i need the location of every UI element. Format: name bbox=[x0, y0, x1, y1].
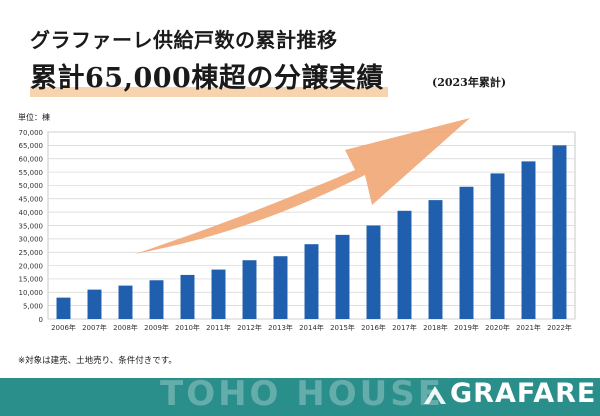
x-tick-label: 2008年 bbox=[113, 323, 138, 332]
y-tick-label: 10,000 bbox=[19, 289, 44, 297]
x-tick-label: 2012年 bbox=[237, 323, 262, 332]
x-tick-label: 2006年 bbox=[51, 323, 76, 332]
bar bbox=[273, 256, 288, 319]
bar bbox=[242, 260, 257, 319]
x-tick-label: 2022年 bbox=[547, 323, 572, 332]
bar bbox=[56, 297, 71, 319]
x-tick-label: 2020年 bbox=[485, 323, 510, 332]
brand-name: GRAFARE bbox=[450, 378, 597, 409]
chart-subtitle: グラファーレ供給戸数の累計推移 bbox=[30, 28, 338, 52]
y-tick-label: 35,000 bbox=[19, 222, 44, 230]
y-tick-label: 70,000 bbox=[19, 129, 44, 137]
bar bbox=[304, 244, 319, 319]
period-note: (2023年累計) bbox=[432, 76, 507, 89]
y-tick-label: 0 bbox=[39, 316, 43, 324]
x-tick-label: 2019年 bbox=[454, 323, 479, 332]
y-tick-label: 50,000 bbox=[19, 182, 44, 190]
x-tick-label: 2013年 bbox=[268, 323, 293, 332]
brand-mark-icon bbox=[424, 386, 446, 404]
y-tick-label: 65,000 bbox=[19, 142, 44, 150]
x-tick-label: 2018年 bbox=[423, 323, 448, 332]
y-tick-label: 45,000 bbox=[19, 196, 44, 204]
y-tick-label: 40,000 bbox=[19, 209, 44, 217]
brand-logo: GRAFARE bbox=[420, 374, 600, 416]
y-tick-label: 15,000 bbox=[19, 276, 44, 284]
footer-band bbox=[0, 378, 600, 416]
x-tick-label: 2014年 bbox=[299, 323, 324, 332]
x-tick-label: 2015年 bbox=[330, 323, 355, 332]
bar bbox=[87, 289, 102, 319]
footnote: ※対象は建売、土地売り、条件付きです。 bbox=[18, 356, 177, 366]
x-tick-label: 2017年 bbox=[392, 323, 417, 332]
bar bbox=[459, 186, 474, 319]
bar bbox=[490, 173, 505, 319]
company-watermark: TOHO HOUSE bbox=[160, 374, 444, 414]
bar bbox=[397, 210, 412, 319]
y-tick-label: 5,000 bbox=[23, 302, 43, 310]
unit-label: 単位：棟 bbox=[18, 113, 50, 122]
bar bbox=[118, 285, 133, 319]
bar-chart: 0 5,000 10,000 15,000 20,000 25,000 30,000 35,0… bbox=[19, 118, 576, 332]
bar bbox=[366, 225, 381, 319]
y-tick-label: 55,000 bbox=[19, 169, 44, 177]
y-tick-label: 30,000 bbox=[19, 236, 44, 244]
growth-arrow bbox=[135, 118, 470, 254]
bar bbox=[211, 269, 226, 319]
bar bbox=[552, 145, 567, 319]
x-tick-label: 2009年 bbox=[144, 323, 169, 332]
x-tick-label: 2011年 bbox=[206, 323, 231, 332]
bar bbox=[335, 234, 350, 319]
chart-headline: 累計65,000棟超の分譲実績 bbox=[30, 56, 388, 97]
y-tick-label: 20,000 bbox=[19, 262, 44, 270]
x-tick-label: 2010年 bbox=[175, 323, 200, 332]
bar bbox=[521, 161, 536, 319]
x-tick-label: 2021年 bbox=[516, 323, 541, 332]
x-tick-label: 2016年 bbox=[361, 323, 386, 332]
bar bbox=[428, 200, 443, 319]
bar bbox=[149, 280, 164, 319]
bar bbox=[180, 274, 195, 319]
x-tick-label: 2007年 bbox=[82, 323, 107, 332]
y-tick-label: 60,000 bbox=[19, 156, 44, 164]
y-tick-label: 25,000 bbox=[19, 249, 44, 257]
